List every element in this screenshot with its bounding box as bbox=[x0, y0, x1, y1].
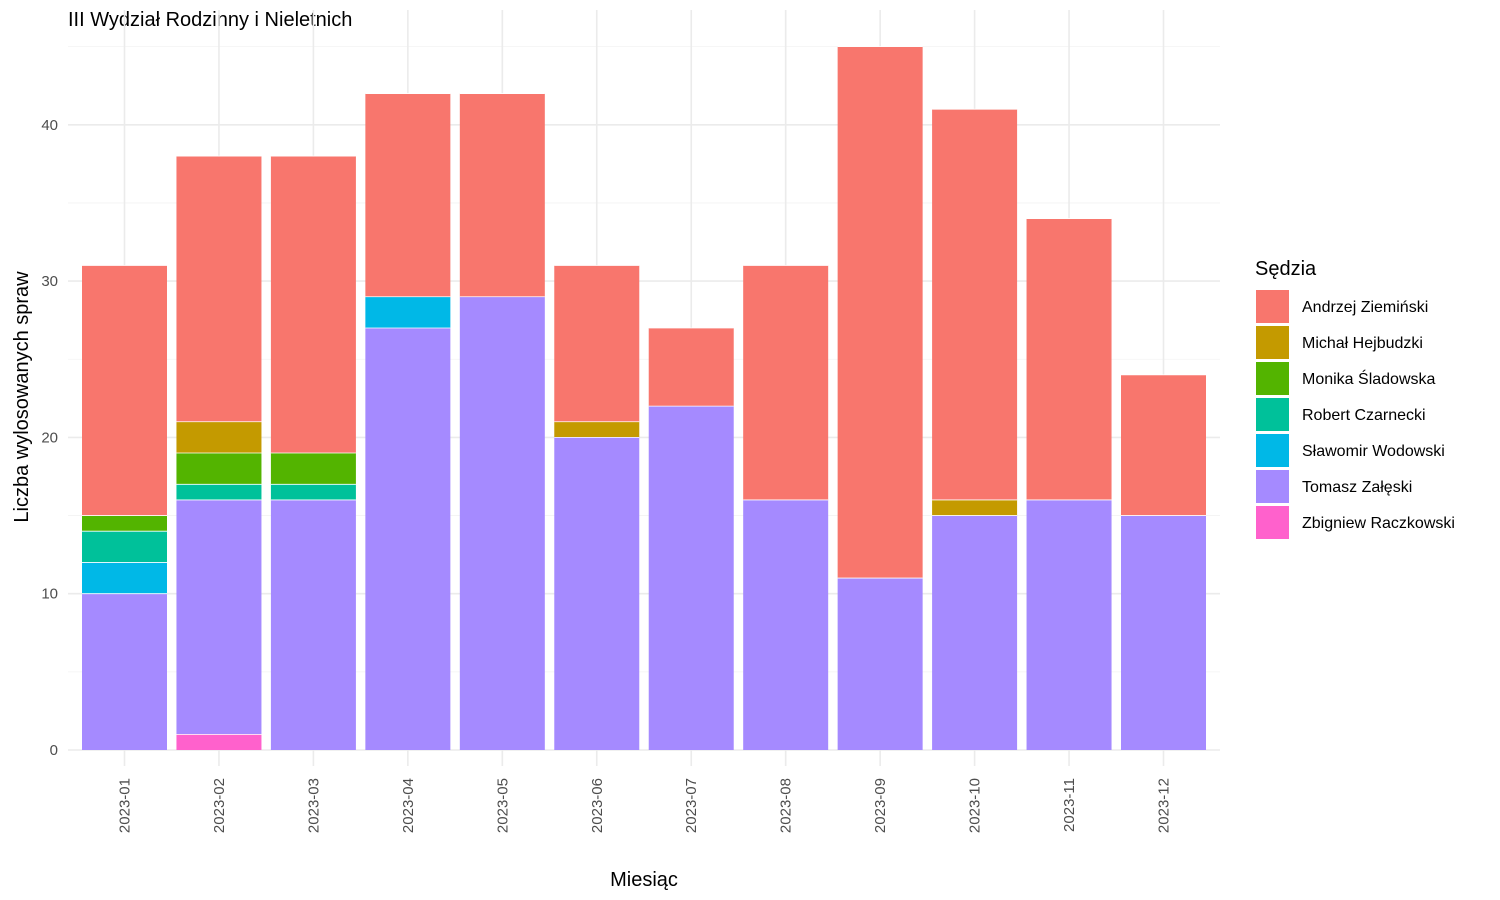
legend-swatch bbox=[1256, 434, 1289, 467]
legend-label: Zbigniew Raczkowski bbox=[1302, 515, 1455, 532]
legend-label: Tomasz Załęski bbox=[1302, 479, 1412, 496]
x-tick-label: 2023-08 bbox=[778, 778, 795, 833]
bar-segment: Monika Śladowska: 2 bbox=[176, 453, 262, 485]
legend-label: Robert Czarnecki bbox=[1302, 407, 1426, 424]
chart-title: III Wydział Rodzinny i Nieletnich bbox=[68, 9, 352, 31]
x-tick-label: 2023-11 bbox=[1061, 778, 1078, 832]
bar-segment: Andrzej Ziemiński: 10 bbox=[554, 265, 640, 422]
bar-segment: Andrzej Ziemiński: 25 bbox=[932, 109, 1018, 500]
legend-label: Sławomir Wodowski bbox=[1302, 443, 1445, 460]
legend-label: Monika Śladowska bbox=[1302, 369, 1436, 388]
legend-swatch bbox=[1256, 398, 1289, 431]
bar-segment: Andrzej Ziemiński: 18 bbox=[1026, 218, 1112, 500]
x-tick-label: 2023-12 bbox=[1156, 778, 1173, 833]
bar-segment: Tomasz Załęski: 29 bbox=[459, 296, 545, 750]
bar-segment: Tomasz Załęski: 27 bbox=[365, 327, 451, 750]
y-axis-title: Liczba wylosowanych spraw bbox=[11, 271, 33, 523]
x-tick-label: 2023-03 bbox=[305, 778, 322, 833]
bar-segment: Andrzej Ziemiński: 17 bbox=[176, 156, 262, 422]
bar-segment: Tomasz Załęski: 15 bbox=[176, 499, 262, 735]
bar-segment: Robert Czarnecki: 2 bbox=[82, 531, 167, 563]
x-tick-label: 2023-06 bbox=[589, 778, 606, 833]
y-tick-label: 20 bbox=[41, 429, 58, 446]
bar-segment: Tomasz Załęski: 16 bbox=[270, 499, 356, 750]
x-tick-label: 2023-07 bbox=[683, 778, 700, 833]
legend-swatch bbox=[1256, 290, 1289, 323]
legend-label: Andrzej Ziemiński bbox=[1302, 299, 1428, 316]
bar-segment: Tomasz Załęski: 22 bbox=[648, 406, 734, 750]
legend-label: Michał Hejbudzki bbox=[1302, 335, 1423, 352]
y-tick-label: 30 bbox=[41, 273, 58, 290]
bar-segment: Michał Hejbudzki: 1 bbox=[932, 499, 1018, 516]
legend-swatch bbox=[1256, 506, 1289, 539]
bar-segment: Monika Śladowska: 2 bbox=[270, 453, 356, 485]
bar-segment: Andrzej Ziemiński: 15 bbox=[743, 265, 829, 500]
bar-segment: Tomasz Załęski: 15 bbox=[1121, 515, 1206, 750]
x-tick-label: 2023-10 bbox=[967, 778, 984, 833]
bar-segment: Tomasz Załęski: 16 bbox=[1026, 499, 1112, 750]
x-axis-title: Miesiąc bbox=[610, 869, 678, 891]
bar-segment: Sławomir Wodowski: 2 bbox=[365, 296, 451, 328]
bar-segment: Andrzej Ziemiński: 13 bbox=[459, 93, 545, 297]
bar-segment: Andrzej Ziemiński: 19 bbox=[270, 156, 356, 454]
bar-segment: Andrzej Ziemiński: 13 bbox=[365, 93, 451, 297]
bar-segment: Tomasz Załęski: 15 bbox=[932, 515, 1018, 750]
legend-title: Sędzia bbox=[1255, 258, 1317, 280]
bar-segment: Sławomir Wodowski: 2 bbox=[82, 562, 167, 594]
bars: Tomasz Załęski: 10Sławomir Wodowski: 2Ro… bbox=[82, 46, 1206, 750]
bar-segment: Andrzej Ziemiński: 5 bbox=[648, 327, 734, 407]
bar-segment: Robert Czarnecki: 1 bbox=[270, 484, 356, 500]
bar-segment: Robert Czarnecki: 1 bbox=[176, 484, 262, 500]
x-tick-label: 2023-01 bbox=[117, 778, 134, 833]
y-tick-label: 40 bbox=[41, 117, 58, 134]
bar-segment: Andrzej Ziemiński: 9 bbox=[1121, 374, 1206, 516]
bar-segment: Michał Hejbudzki: 1 bbox=[554, 421, 640, 438]
y-tick-label: 10 bbox=[41, 586, 58, 603]
legend-swatch bbox=[1256, 470, 1289, 503]
bar-segment: Tomasz Załęski: 16 bbox=[743, 499, 829, 750]
x-tick-label: 2023-02 bbox=[211, 778, 228, 833]
x-tick-label: 2023-09 bbox=[872, 778, 889, 833]
legend-swatch bbox=[1256, 362, 1289, 395]
bar-segment: Tomasz Załęski: 10 bbox=[82, 593, 167, 750]
x-axis-ticks: 2023-01 2023-02 2023-03 2023-04 2023-05 2023-… bbox=[117, 778, 1173, 833]
bar-segment: Andrzej Ziemiński: 34 bbox=[837, 46, 923, 579]
bar-segment: Monika Śladowska: 1 bbox=[82, 515, 167, 532]
y-tick-label: 0 bbox=[50, 742, 58, 759]
bar-segment: Tomasz Załęski: 20 bbox=[554, 437, 640, 750]
legend: Sędzia Andrzej Ziemiński Michał Hejbudzki… bbox=[1255, 258, 1455, 539]
bar-segment: Andrzej Ziemiński: 16 bbox=[82, 265, 167, 516]
x-tick-label: 2023-04 bbox=[400, 778, 417, 833]
bar-segment: Tomasz Załęski: 11 bbox=[837, 578, 923, 750]
legend-swatch bbox=[1256, 326, 1289, 359]
y-axis-ticks: 0 10 20 30 40 bbox=[41, 117, 58, 759]
bar-segment: Michał Hejbudzki: 2 bbox=[176, 421, 262, 454]
bar-segment: Zbigniew Raczkowski: 1 bbox=[176, 734, 262, 750]
x-tick-label: 2023-05 bbox=[494, 778, 511, 833]
